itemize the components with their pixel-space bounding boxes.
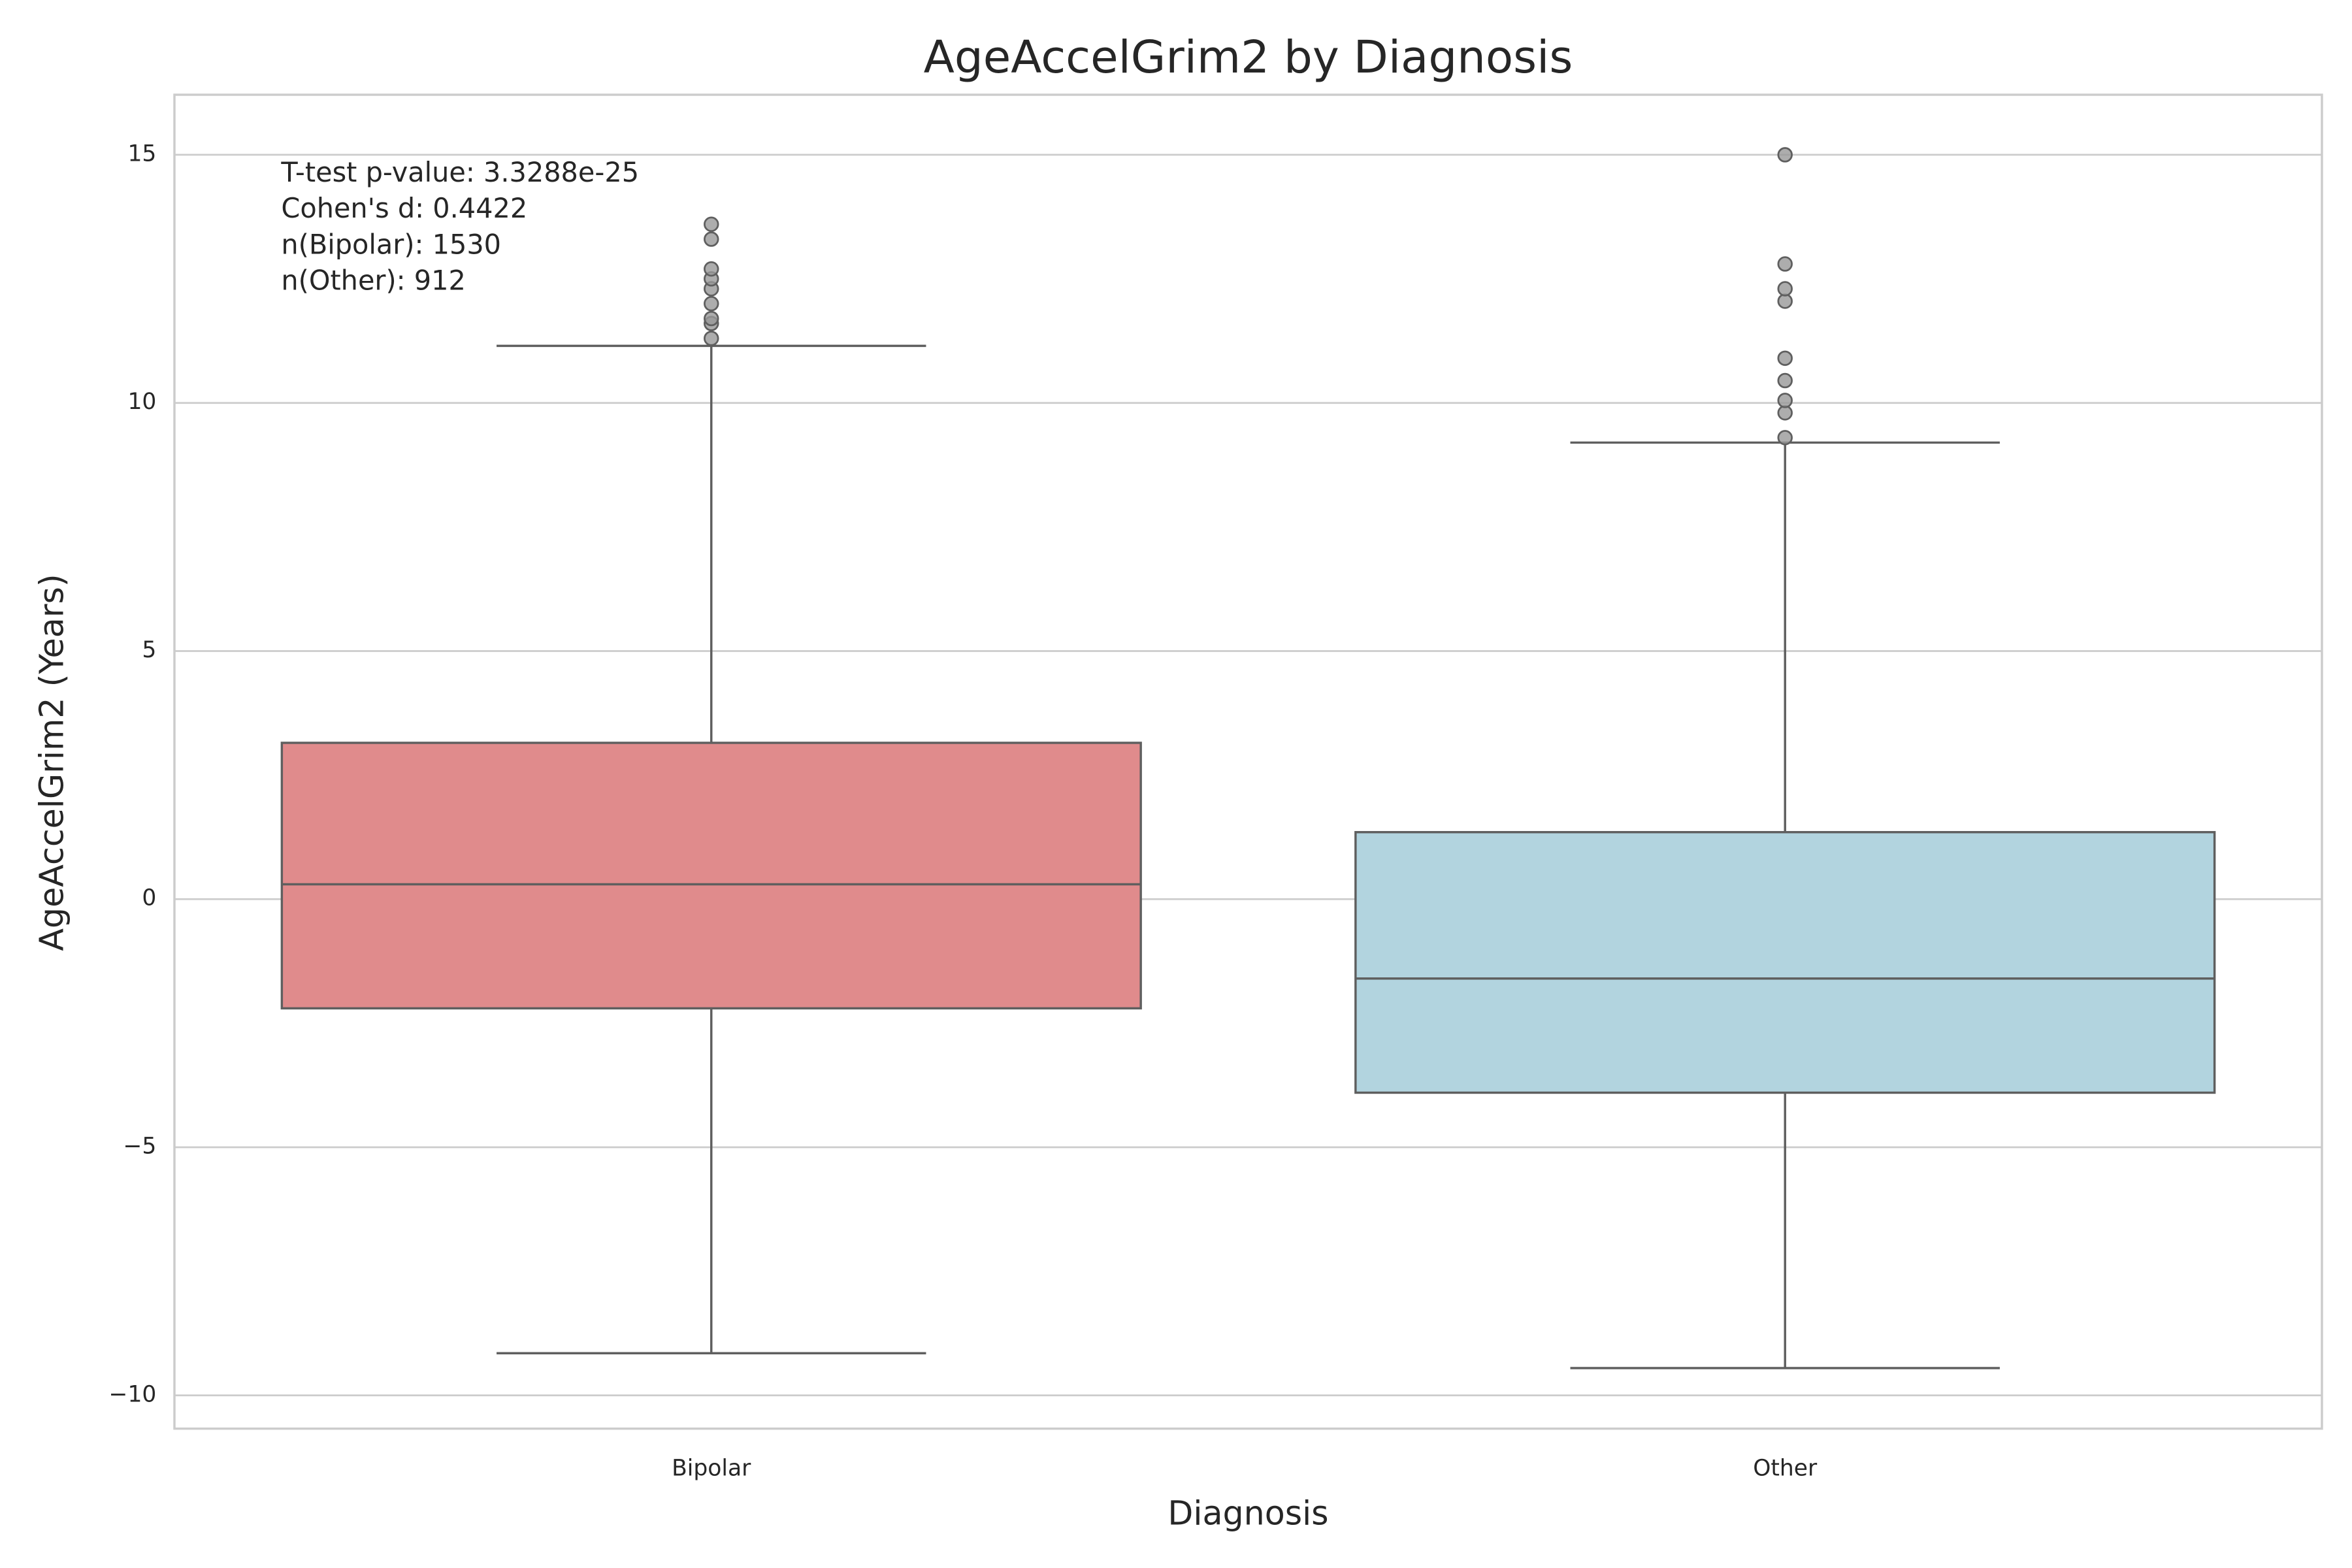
outlier [704, 296, 719, 312]
chart-title: AgeAccelGrim2 by Diagnosis [924, 31, 1573, 84]
outlier [1777, 147, 1793, 163]
axes-frame [173, 93, 2323, 1430]
x-tick-label: Bipolar [672, 1455, 751, 1481]
y-tick-label: −10 [109, 1381, 157, 1407]
outlier [704, 231, 719, 247]
x-tick-label: Other [1753, 1455, 1818, 1481]
y-axis-label: AgeAccelGrim2 (Years) [32, 574, 71, 951]
annotation: Cohen's d: 0.4422 [281, 193, 527, 224]
annotation: T-test p-value: 3.3288e-25 [280, 157, 639, 188]
outlier [1777, 281, 1793, 297]
outlier [704, 331, 719, 346]
outlier [1777, 256, 1793, 272]
outlier [1777, 430, 1793, 446]
annotation: n(Other): 912 [281, 265, 465, 297]
box [1354, 830, 2216, 1094]
y-tick-label: −5 [123, 1134, 157, 1160]
box [280, 742, 1142, 1010]
y-tick-label: 10 [127, 389, 156, 415]
outlier [1777, 393, 1793, 408]
outlier [1777, 350, 1793, 367]
y-tick-label: 15 [127, 140, 156, 167]
y-tick-label: 5 [142, 637, 156, 663]
x-axis-label: Diagnosis [1168, 1494, 1328, 1533]
y-tick-label: 0 [142, 885, 156, 911]
outlier [704, 261, 719, 277]
outlier [1777, 372, 1793, 389]
outlier [704, 310, 719, 327]
outlier [704, 216, 719, 232]
annotation: n(Bipolar): 1530 [281, 229, 501, 260]
